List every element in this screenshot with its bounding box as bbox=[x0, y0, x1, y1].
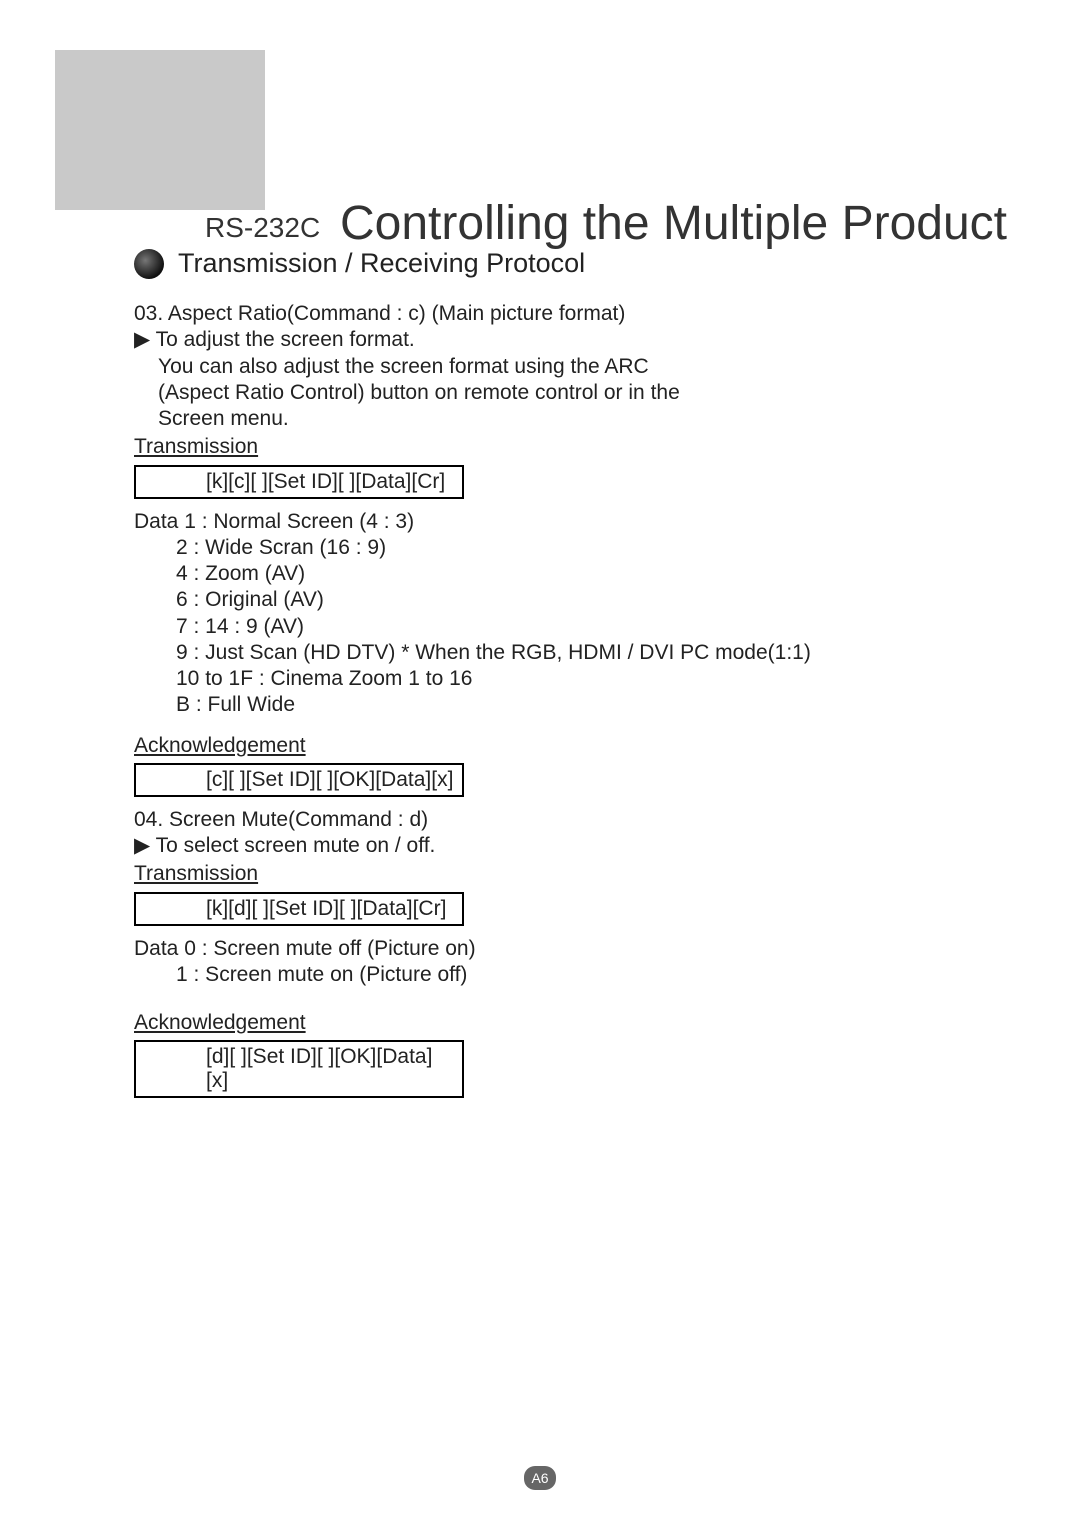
cmd04-ack-box: [d][ ][Set ID][ ][OK][Data][x] bbox=[134, 1040, 464, 1098]
cmd03-data-line: 10 to 1F : Cinema Zoom 1 to 16 bbox=[176, 666, 948, 692]
cmd04-transmission-box: [k][d][ ][Set ID][ ][Data][Cr] bbox=[134, 892, 464, 926]
cmd03-data-line: 9 : Just Scan (HD DTV) * When the RGB, H… bbox=[176, 640, 948, 666]
cmd03-heading: 03. Aspect Ratio(Command : c) (Main pict… bbox=[134, 301, 948, 327]
cmd04-ack-label: Acknowledgement bbox=[134, 1010, 948, 1036]
cmd03-data-line: 6 : Original (AV) bbox=[176, 587, 948, 613]
cmd04-heading: 04. Screen Mute(Command : d) bbox=[134, 807, 948, 833]
cmd03-data-line: 4 : Zoom (AV) bbox=[176, 561, 948, 587]
cmd03-data-line: 2 : Wide Scran (16 : 9) bbox=[176, 535, 948, 561]
page: RS-232C Controlling the Multiple Product… bbox=[0, 0, 1080, 1530]
bullet-icon bbox=[134, 249, 164, 279]
section-header: Transmission / Receiving Protocol bbox=[134, 248, 948, 279]
cmd03-ack-label: Acknowledgement bbox=[134, 733, 948, 759]
cmd03-desc-line: Screen menu. bbox=[158, 406, 948, 432]
page-label: RS-232C bbox=[205, 212, 320, 244]
cmd03-desc-line: You can also adjust the screen format us… bbox=[158, 354, 948, 380]
cmd04-data-lead: Data 0 : Screen mute off (Picture on) bbox=[134, 936, 948, 962]
cmd03-data-lead: Data 1 : Normal Screen (4 : 3) bbox=[134, 509, 948, 535]
cmd03-ack-box: [c][ ][Set ID][ ][OK][Data][x] bbox=[134, 763, 464, 797]
cmd04-transmission-label: Transmission bbox=[134, 861, 948, 887]
cmd03-transmission-box: [k][c][ ][Set ID][ ][Data][Cr] bbox=[134, 465, 464, 499]
cmd03-data-line: B : Full Wide bbox=[176, 692, 948, 718]
section-title: Transmission / Receiving Protocol bbox=[178, 248, 585, 279]
cmd03-arrow-line: ▶ To adjust the screen format. bbox=[134, 327, 948, 353]
page-number-badge: A6 bbox=[524, 1466, 556, 1490]
content-area: Transmission / Receiving Protocol 03. As… bbox=[128, 248, 948, 1108]
page-title: Controlling the Multiple Product bbox=[340, 196, 1007, 251]
header-area: RS-232C Controlling the Multiple Product bbox=[55, 50, 1025, 210]
cmd03-data-line: 7 : 14 : 9 (AV) bbox=[176, 614, 948, 640]
cmd03-desc-line: (Aspect Ratio Control) button on remote … bbox=[158, 380, 948, 406]
cmd03-transmission-label: Transmission bbox=[134, 434, 948, 460]
cmd04-data-line: 1 : Screen mute on (Picture off) bbox=[176, 962, 948, 988]
cmd04-arrow-line: ▶ To select screen mute on / off. bbox=[134, 833, 948, 859]
